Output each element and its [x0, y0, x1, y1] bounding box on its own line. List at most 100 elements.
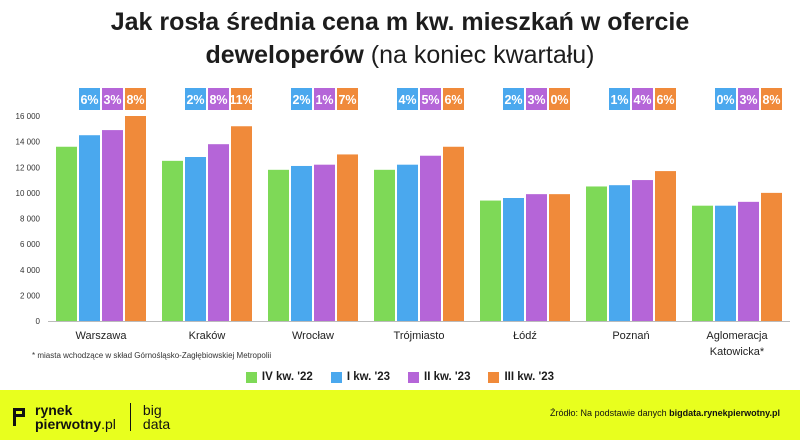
y-tick-label: 6 000 [20, 240, 41, 249]
bar [125, 116, 146, 321]
legend-item: I kw. '23 [330, 371, 391, 383]
growth-label: 4% [633, 93, 651, 107]
bar [420, 155, 441, 321]
title-line2-bold: deweloperów [205, 41, 364, 69]
footnote: * miasta wchodzące w skład Górnośląsko-Z… [32, 351, 272, 360]
growth-label: 3% [739, 93, 757, 107]
y-tick-label: 16 000 [16, 112, 41, 121]
bar [185, 157, 206, 321]
bar [526, 194, 547, 321]
logo-big: big [142, 402, 162, 418]
legend-label: IV kw. '22 [261, 371, 313, 383]
chart-title: Jak rosła średnia cena m kw. mieszkań w … [0, 6, 800, 72]
bar-chart: 0 2 000 4 000 6 000 8 000 10 000 12 000 14 000 1… [16, 88, 790, 358]
y-tick-label: 8 000 [20, 215, 41, 224]
legend-swatch [488, 371, 500, 383]
logo-mark-icon [12, 406, 28, 428]
legend-label: III kw. '23 [504, 371, 555, 383]
bar [291, 165, 312, 321]
growth-badge [632, 88, 653, 110]
x-tick-label: Aglomeracja [706, 330, 768, 342]
growth-label: 6% [444, 93, 462, 107]
bar [374, 169, 395, 321]
growth-label: 1% [315, 93, 333, 107]
growth-badge [185, 88, 206, 110]
growth-label: 3% [527, 93, 545, 107]
legend-label: II kw. '23 [424, 371, 471, 383]
growth-badge [420, 88, 441, 110]
growth-label: 1% [610, 93, 628, 107]
growth-badge [738, 88, 759, 110]
bar [692, 205, 713, 321]
x-tick-label: Łódź [513, 330, 537, 342]
bar [102, 130, 123, 321]
growth-badge [503, 88, 524, 110]
source-note: Źródło: Na podstawie danych bigdata.ryne… [550, 408, 780, 418]
bar [609, 185, 630, 321]
growth-badge [231, 88, 252, 110]
growth-badge [761, 88, 782, 110]
x-tick-label: Kraków [189, 330, 226, 342]
bar [443, 146, 464, 321]
growth-label: 0% [716, 93, 734, 107]
bar [314, 164, 335, 321]
bar [480, 200, 501, 321]
bar [268, 169, 289, 321]
bar [79, 135, 100, 321]
y-tick-label: 12 000 [16, 163, 41, 172]
y-tick-label: 0 [36, 317, 41, 326]
legend-swatch [245, 371, 257, 383]
growth-label: 6% [80, 93, 98, 107]
bar [208, 144, 229, 321]
logo-line2: pierwotny [35, 416, 102, 432]
source-site: bigdata.rynekpierwotny.pl [669, 408, 780, 418]
x-tick-label: Wrocław [292, 330, 334, 342]
growth-label: 8% [126, 93, 144, 107]
growth-badge [314, 88, 335, 110]
bar [586, 186, 607, 321]
bar [56, 146, 77, 321]
growth-label: 2% [504, 93, 522, 107]
logo-line1: rynek [35, 402, 73, 418]
bar [397, 164, 418, 321]
y-tick-label: 10 000 [16, 189, 41, 198]
logo-domain: .pl [101, 416, 116, 432]
logo-divider [129, 403, 131, 431]
growth-label: 8% [209, 93, 227, 107]
growth-badge [526, 88, 547, 110]
growth-badge [125, 88, 146, 110]
growth-label: 0% [550, 93, 568, 107]
x-tick-label: Poznań [612, 330, 649, 342]
growth-badge [337, 88, 358, 110]
title-line2-normal: (na koniec kwartału) [370, 41, 595, 69]
rynekpierwotny-logo: rynek pierwotny.pl big data [12, 403, 170, 431]
growth-badge [443, 88, 464, 110]
legend-item: III kw. '23 [488, 371, 554, 383]
growth-badge [291, 88, 312, 110]
logo-data: data [142, 416, 171, 432]
growth-label: 4% [398, 93, 416, 107]
growth-badge [549, 88, 570, 110]
growth-label: 3% [103, 93, 121, 107]
bar [715, 205, 736, 321]
bar [503, 198, 524, 321]
legend-item: IV kw. '22 [245, 371, 313, 383]
growth-badge [655, 88, 676, 110]
growth-badge [208, 88, 229, 110]
legend-label: I kw. '23 [346, 371, 391, 383]
x-tick-label: Warszawa [76, 330, 128, 342]
legend-swatch [408, 371, 420, 383]
bar [231, 126, 252, 321]
x-tick-label: Katowicka* [710, 346, 765, 358]
growth-label: 2% [186, 93, 204, 107]
bar [162, 160, 183, 321]
y-tick-label: 4 000 [20, 266, 41, 275]
growth-badge [397, 88, 418, 110]
growth-badge [102, 88, 123, 110]
y-tick-label: 2 000 [20, 291, 41, 300]
title-line1: Jak rosła średnia cena m kw. mieszkań w … [110, 8, 690, 36]
legend-swatch [330, 371, 342, 383]
bar [761, 192, 782, 321]
growth-badge [715, 88, 736, 110]
footer-bar: rynek pierwotny.pl big data Źródło: Na p… [0, 390, 800, 440]
